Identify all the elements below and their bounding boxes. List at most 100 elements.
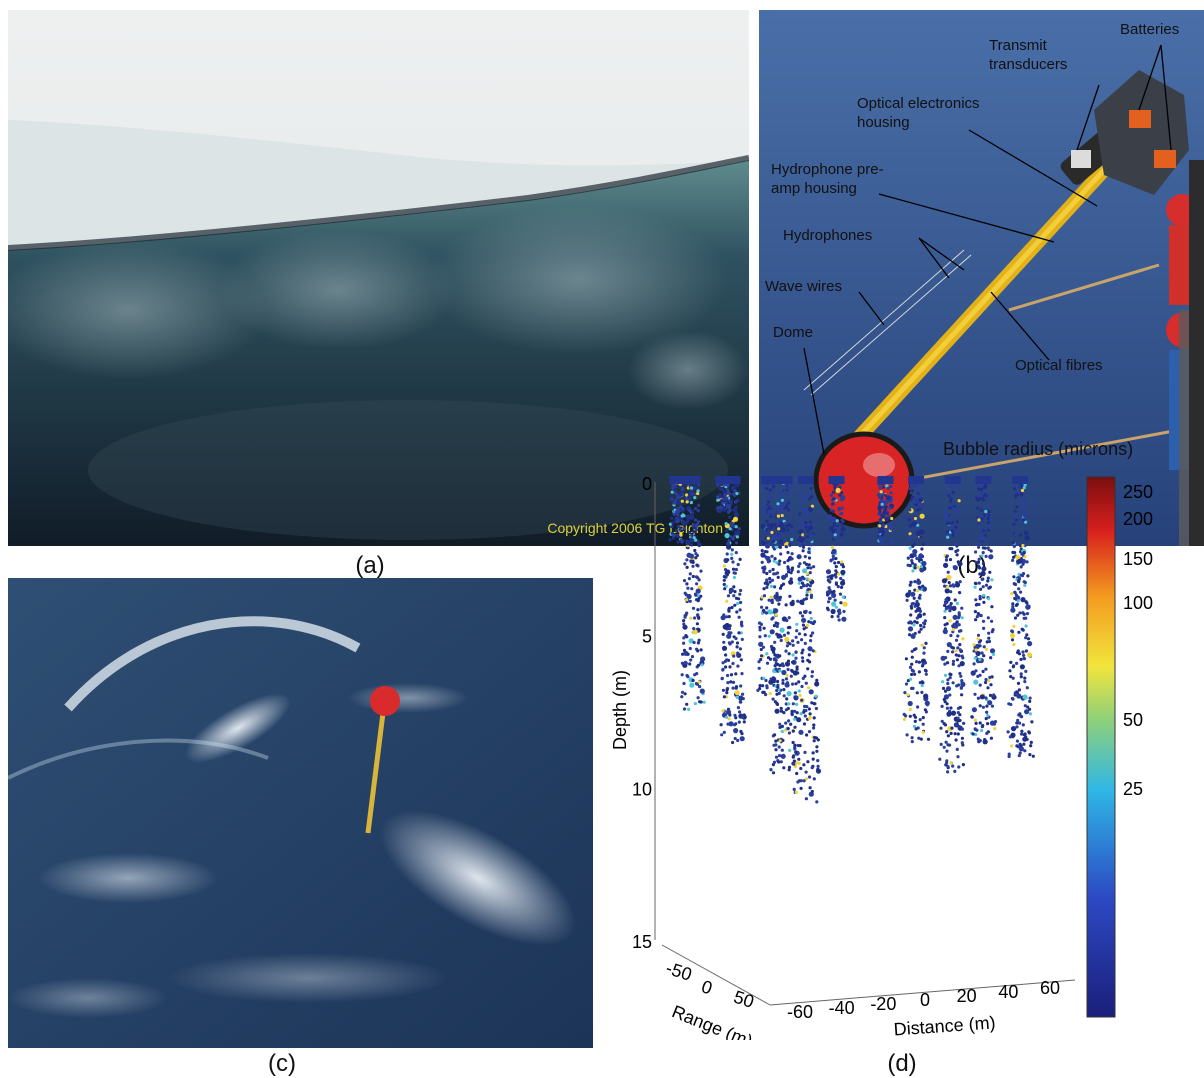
- bubble-point: [1031, 754, 1035, 758]
- bubble-point: [700, 656, 706, 662]
- bubble-point: [720, 508, 724, 512]
- bubble-point: [915, 508, 919, 512]
- bubble-point: [986, 576, 990, 580]
- bubble-point: [805, 593, 809, 597]
- bubble-point: [760, 654, 764, 658]
- bubble-point: [809, 621, 813, 625]
- bubble-point: [921, 716, 925, 720]
- bubble-point: [913, 535, 917, 539]
- bubble-point: [765, 550, 769, 554]
- bubble-point: [917, 585, 921, 589]
- bubble-point: [787, 765, 792, 769]
- bubble-point: [940, 719, 944, 723]
- bubble-point: [910, 649, 914, 653]
- bubble-point: [831, 601, 837, 607]
- bubble-point: [842, 601, 848, 607]
- distance-tick-label: -20: [870, 994, 896, 1014]
- bubble-point: [958, 671, 962, 676]
- bubble-point: [941, 578, 947, 584]
- bubble-point: [840, 506, 844, 510]
- bubble-point: [733, 571, 737, 575]
- bubble-point: [803, 533, 807, 537]
- bubble-point: [981, 551, 985, 555]
- bubble-point: [956, 719, 960, 723]
- bubble-point: [1006, 730, 1010, 734]
- bubble-point: [797, 757, 801, 761]
- bubble-point: [878, 530, 882, 534]
- bubble-point: [682, 619, 686, 623]
- bubble-point: [918, 553, 924, 559]
- bubble-point: [981, 498, 986, 502]
- bubble-point: [1024, 709, 1030, 715]
- bubble-point: [773, 523, 777, 527]
- bubble-point: [1025, 612, 1030, 616]
- distance-tick-label: 0: [920, 990, 930, 1010]
- bubble-point: [918, 609, 922, 613]
- bubble-point: [725, 615, 729, 619]
- bubble-point: [984, 677, 988, 682]
- bubble-point: [841, 565, 845, 569]
- bubble-point: [944, 588, 950, 594]
- bubble-point: [839, 601, 843, 605]
- bubble-point: [668, 538, 672, 542]
- bubble-point: [921, 542, 925, 547]
- bubble-point: [919, 564, 924, 569]
- bubble-point: [722, 575, 726, 579]
- bubble-point: [771, 616, 775, 620]
- bubble-point: [807, 563, 811, 567]
- bubble-point: [724, 665, 728, 669]
- bubble-point: [1017, 578, 1021, 583]
- bubble-point: [906, 693, 910, 697]
- bubble-point: [776, 662, 780, 667]
- bubble-point: [786, 631, 790, 635]
- bubble-point: [880, 502, 884, 506]
- bubble-point: [766, 560, 771, 564]
- bubble-point: [686, 552, 692, 558]
- bubble-point: [1016, 718, 1020, 722]
- bubble-point: [957, 664, 961, 668]
- bubble-point: [689, 682, 695, 688]
- bubble-point: [740, 624, 744, 628]
- bubble-point: [943, 662, 947, 666]
- bubble-point: [690, 543, 694, 547]
- bubble-point: [784, 636, 790, 642]
- bubble-point: [784, 721, 788, 725]
- bubble-point: [958, 580, 962, 584]
- photo-c-buoy-sea: [8, 578, 593, 1048]
- bubble-point: [1023, 676, 1027, 680]
- bubble-point: [908, 546, 912, 550]
- bubble-point: [880, 541, 884, 545]
- bubble-point: [694, 518, 698, 522]
- bubble-point: [981, 705, 985, 709]
- bubble-point: [731, 560, 735, 564]
- bubble-point: [765, 606, 769, 610]
- bubble-point: [736, 651, 740, 655]
- bubble-point: [978, 597, 982, 601]
- bubble-point: [1012, 522, 1016, 526]
- bubble-point: [762, 483, 766, 487]
- bubble-point: [974, 733, 978, 737]
- bubble-point: [670, 516, 674, 520]
- bubble-point: [1012, 513, 1016, 517]
- bubble-point: [794, 790, 798, 794]
- bubble-point: [808, 526, 812, 530]
- bubble-point: [780, 495, 784, 499]
- bubble-point: [796, 671, 800, 675]
- bubble-point: [777, 760, 781, 764]
- bubble-point: [982, 600, 986, 604]
- bubble-point: [973, 718, 977, 722]
- bubble-point: [786, 550, 790, 555]
- bubble-point: [777, 691, 781, 695]
- bubble-point: [797, 564, 801, 568]
- bubble-point: [910, 606, 914, 610]
- bubble-point: [1011, 605, 1015, 609]
- bubble-point: [973, 656, 977, 660]
- bubble-point: [804, 597, 808, 601]
- bubble-point: [791, 682, 795, 686]
- bubble-point: [913, 563, 917, 567]
- bubble-point: [831, 502, 835, 506]
- bubble-point: [833, 561, 837, 565]
- bubble-point: [810, 534, 815, 538]
- bubble-point: [726, 558, 730, 562]
- bubble-point: [921, 722, 925, 726]
